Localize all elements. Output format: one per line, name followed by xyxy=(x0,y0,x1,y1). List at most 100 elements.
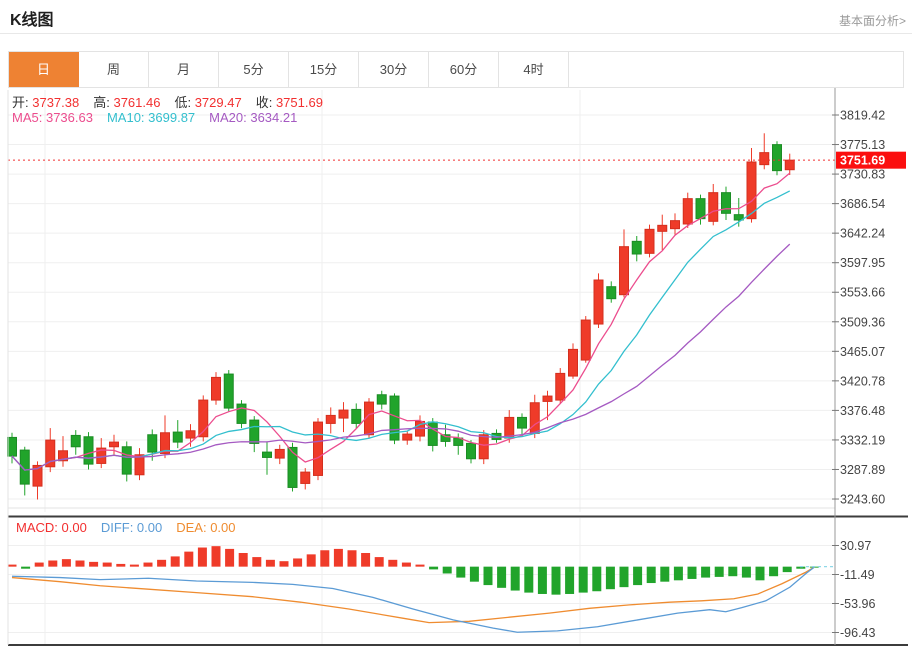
macd-bar-positive xyxy=(129,564,139,567)
candle-down xyxy=(606,286,617,300)
ohlc-readout: 开: 3737.38 高: 3761.46 低: 3729.47 收: 3751.69 xyxy=(12,92,337,111)
macd-bar-negative xyxy=(442,566,452,574)
macd-bar-positive xyxy=(252,557,262,567)
macd-tick-label: -53.96 xyxy=(840,597,875,611)
macd-bar-positive xyxy=(293,558,303,567)
candle-up xyxy=(657,224,668,232)
macd-tick-label: -11.49 xyxy=(840,568,875,582)
macd-readout: MACD: 0.00 DIFF: 0.00 DEA: 0.00 xyxy=(16,520,250,535)
candle-up xyxy=(644,228,655,254)
macd-bar-negative xyxy=(633,566,643,586)
macd-bar-positive xyxy=(388,559,398,567)
macd-bar-positive xyxy=(34,562,44,567)
candle-down xyxy=(70,434,81,448)
macd-bar-positive xyxy=(238,552,248,567)
price-tick-label: 3642.24 xyxy=(840,227,885,241)
legend-item: DEA: 0.00 xyxy=(176,520,236,535)
candle-down xyxy=(376,394,387,405)
candle-up xyxy=(185,430,196,439)
macd-bar-positive xyxy=(374,557,384,567)
candle-down xyxy=(172,431,183,443)
candle-down xyxy=(236,403,247,424)
tab-5分[interactable]: 5分 xyxy=(219,52,289,87)
candle-down xyxy=(517,416,527,429)
candle-up xyxy=(478,434,489,460)
candle-down xyxy=(733,214,744,221)
macd-bar-positive xyxy=(225,548,235,567)
macd-bar-positive xyxy=(102,562,112,567)
price-tick-label: 3465.07 xyxy=(840,345,885,359)
candle-up xyxy=(325,414,336,424)
legend-item: 开: 3737.38 xyxy=(12,95,80,110)
tab-15分[interactable]: 15分 xyxy=(289,52,359,87)
ma-readout: MA5: 3736.63 MA10: 3699.87 MA20: 3634.21 xyxy=(12,110,311,125)
candle-down xyxy=(147,434,158,453)
macd-bar-negative xyxy=(497,566,507,588)
macd-bar-negative xyxy=(769,566,779,577)
price-tick-label: 3730.83 xyxy=(840,168,885,182)
tab-月[interactable]: 月 xyxy=(149,52,219,87)
candle-up xyxy=(580,319,591,361)
diff-line xyxy=(11,566,815,633)
macd-bar-negative xyxy=(469,566,479,582)
macd-bar-positive xyxy=(157,559,167,567)
candle-up xyxy=(58,450,68,462)
price-tick-label: 3775.13 xyxy=(840,138,885,152)
tab-60分[interactable]: 60分 xyxy=(429,52,499,87)
macd-bar-negative xyxy=(646,566,656,584)
candle-down xyxy=(695,198,706,220)
candle-up xyxy=(682,198,693,225)
tab-日[interactable]: 日 xyxy=(9,52,79,87)
price-tick-label: 3287.89 xyxy=(840,463,885,477)
current-price-label: 3751.69 xyxy=(840,154,885,168)
macd-bar-positive xyxy=(89,561,99,567)
candle-up xyxy=(32,464,43,487)
candle-up xyxy=(529,402,540,434)
price-tick-label: 3819.42 xyxy=(840,109,885,123)
candle-up xyxy=(568,348,578,377)
macd-bar-negative xyxy=(483,566,493,586)
tab-30分[interactable]: 30分 xyxy=(359,52,429,87)
candle-up xyxy=(45,439,56,468)
candle-up xyxy=(542,395,553,402)
candle-up xyxy=(708,192,719,222)
macd-bar-positive xyxy=(401,562,411,567)
price-tick-label: 3553.66 xyxy=(840,286,885,300)
candle-down xyxy=(631,240,642,255)
macd-bar-negative xyxy=(565,566,575,594)
price-tick-label: 3597.95 xyxy=(840,256,885,270)
legend-item: 高: 3761.46 xyxy=(93,95,161,110)
legend-item: 收: 3751.69 xyxy=(255,95,323,110)
macd-bar-negative xyxy=(510,566,520,591)
price-tick-label: 3332.19 xyxy=(840,433,885,447)
dea-line xyxy=(11,566,815,624)
candle-up xyxy=(364,401,374,436)
current-price-flag xyxy=(836,151,906,169)
macd-bar-positive xyxy=(333,548,343,567)
macd-bar-positive xyxy=(116,563,126,567)
tab-4时[interactable]: 4时 xyxy=(499,52,569,87)
legend-item: 低: 3729.47 xyxy=(174,95,242,110)
macd-bar-positive xyxy=(75,560,85,567)
header-divider xyxy=(0,33,912,34)
legend-item: MA5: 3736.63 xyxy=(12,110,93,125)
legend-item: MA20: 3634.21 xyxy=(209,110,298,125)
price-tick-label: 3243.60 xyxy=(840,493,885,507)
legend-item: MA10: 3699.87 xyxy=(106,110,196,125)
price-tick-label: 3509.36 xyxy=(840,315,885,329)
candle-up xyxy=(160,432,170,454)
macd-bar-negative xyxy=(701,566,711,578)
macd-tick-label: 30.97 xyxy=(840,539,871,553)
macd-bar-negative xyxy=(429,566,439,570)
candle-down xyxy=(440,434,451,442)
macd-bar-positive xyxy=(7,564,17,567)
fundamental-analysis-link[interactable]: 基本面分析> xyxy=(838,14,906,28)
macd-bar-positive xyxy=(361,552,371,567)
candle-down xyxy=(351,408,362,424)
tab-周[interactable]: 周 xyxy=(79,52,149,87)
macd-bar-positive xyxy=(61,559,71,567)
macd-bar-positive xyxy=(347,550,357,567)
macd-bar-positive xyxy=(279,561,289,567)
